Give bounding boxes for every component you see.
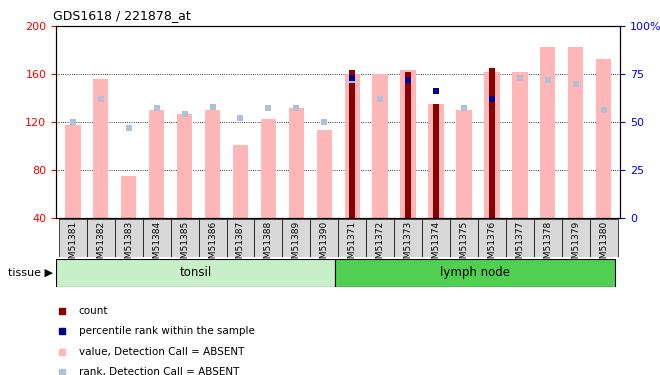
Bar [205,110,220,218]
Bar [401,70,416,217]
Text: tonsil: tonsil [180,266,212,279]
Bar [405,72,411,217]
Text: GSM51383: GSM51383 [124,221,133,270]
Text: GSM51378: GSM51378 [543,221,552,270]
Bar [338,219,366,257]
Bar [394,219,422,257]
Text: rank, Detection Call = ABSENT: rank, Detection Call = ABSENT [79,368,239,375]
Bar [534,219,562,257]
Bar [428,104,444,218]
Text: GSM51386: GSM51386 [208,221,217,270]
Text: GSM51384: GSM51384 [152,221,161,270]
Text: GSM51390: GSM51390 [320,221,329,270]
Text: GSM51380: GSM51380 [599,221,608,270]
Text: value, Detection Call = ABSENT: value, Detection Call = ABSENT [79,347,244,357]
Text: lymph node: lymph node [440,266,510,279]
Bar [233,145,248,218]
Text: GSM51371: GSM51371 [348,221,356,270]
Bar [366,219,394,257]
Text: count: count [79,306,108,315]
Bar [317,130,332,218]
Bar [93,79,108,218]
Bar [433,104,439,218]
Text: GSM51387: GSM51387 [236,221,245,270]
Bar [115,219,143,257]
Text: GSM51385: GSM51385 [180,221,189,270]
Bar [226,219,255,257]
Text: percentile rank within the sample: percentile rank within the sample [79,326,255,336]
Text: GSM51382: GSM51382 [96,221,106,270]
Bar [335,259,615,287]
Bar [422,219,450,257]
Bar [349,70,355,217]
Bar [512,72,527,217]
Bar [562,219,589,257]
Bar [65,126,81,218]
Bar [282,219,310,257]
Text: GSM51381: GSM51381 [69,221,77,270]
Bar [121,176,137,217]
Text: GSM51376: GSM51376 [487,221,496,270]
Bar [540,46,556,217]
Text: tissue ▶: tissue ▶ [8,268,53,278]
Bar [143,219,171,257]
Bar [288,108,304,218]
Text: GSM51375: GSM51375 [459,221,469,270]
Text: GSM51379: GSM51379 [571,221,580,270]
Bar [589,219,618,257]
Text: GSM51374: GSM51374 [432,221,440,270]
Text: GSM51389: GSM51389 [292,221,301,270]
Text: GSM51388: GSM51388 [264,221,273,270]
Bar [310,219,338,257]
Bar [149,110,164,218]
Bar [456,110,472,218]
Bar [59,219,87,257]
Bar [568,46,583,217]
Bar [489,68,495,218]
Bar [177,114,192,218]
Bar [596,58,611,217]
Bar [484,72,500,217]
Bar [450,219,478,257]
Bar [255,219,282,257]
Bar [171,219,199,257]
Text: GSM51372: GSM51372 [376,221,385,270]
Bar [56,259,335,287]
Bar [261,120,276,218]
Text: GDS1618 / 221878_at: GDS1618 / 221878_at [53,9,191,22]
Bar [372,74,388,217]
Bar [478,219,506,257]
Bar [87,219,115,257]
Bar [199,219,226,257]
Bar [345,74,360,217]
Bar [506,219,534,257]
Text: GSM51373: GSM51373 [403,221,412,270]
Text: GSM51377: GSM51377 [515,221,524,270]
